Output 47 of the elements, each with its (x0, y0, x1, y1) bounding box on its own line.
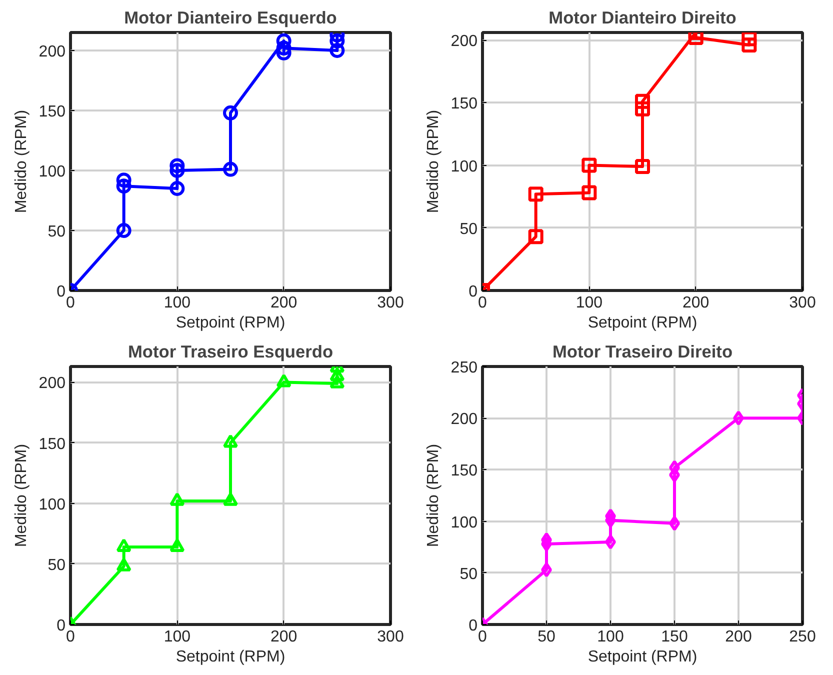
x-axis-title: Setpoint (RPM) (176, 648, 286, 666)
y-tick-label: 150 (450, 96, 478, 113)
y-tick-label: 0 (56, 618, 66, 634)
y-axis-title: Medido (RPM) (424, 444, 442, 548)
y-tick-label: 250 (450, 360, 478, 376)
x-tick-label: 300 (377, 628, 404, 646)
x-axis-title: Setpoint (RPM) (588, 648, 698, 666)
x-tick-label: 200 (270, 628, 298, 646)
y-axis-title: Medido (RPM) (12, 110, 30, 214)
y-tick-label: 0 (468, 618, 478, 634)
x-axis-title: Setpoint (RPM) (176, 314, 286, 332)
x-tick-label: 200 (682, 294, 710, 312)
y-tick-label: 50 (48, 224, 66, 240)
x-tick-label: 50 (538, 628, 556, 646)
chart-title: Motor Traseiro Direito (552, 342, 733, 362)
y-tick-label: 200 (450, 33, 478, 50)
x-tick-label: 100 (164, 628, 191, 646)
y-tick-label: 150 (38, 436, 66, 453)
y-tick-label: 100 (450, 514, 478, 532)
y-tick-label: 50 (460, 566, 478, 583)
x-tick-label: 300 (377, 294, 404, 312)
x-tick-label: 100 (164, 294, 191, 312)
y-tick-label: 200 (38, 44, 66, 60)
chart-title: Motor Dianteiro Esquerdo (124, 8, 337, 28)
y-tick-label: 0 (56, 284, 66, 300)
y-axis-title: Medido (RPM) (12, 444, 30, 548)
y-tick-label: 50 (48, 556, 66, 574)
y-tick-label: 50 (460, 220, 478, 238)
y-tick-label: 150 (38, 104, 66, 120)
y-tick-label: 100 (38, 164, 66, 180)
y-tick-label: 150 (450, 462, 478, 480)
y-tick-label: 100 (38, 496, 66, 514)
y-axis-title: Medido (RPM) (424, 110, 442, 214)
x-tick-label: 300 (789, 294, 816, 312)
chart-title: Motor Dianteiro Direito (548, 8, 736, 28)
y-tick-label: 200 (38, 375, 66, 392)
x-axis-title: Setpoint (RPM) (588, 314, 698, 332)
y-tick-label: 100 (450, 158, 478, 176)
x-tick-label: 200 (270, 294, 298, 312)
x-tick-label: 100 (597, 628, 624, 646)
chart-title: Motor Traseiro Esquerdo (128, 342, 334, 362)
y-tick-label: 0 (468, 284, 478, 300)
y-tick-label: 200 (450, 411, 478, 428)
x-tick-label: 100 (576, 294, 603, 312)
x-tick-label: 150 (661, 628, 688, 646)
x-tick-label: 250 (789, 628, 816, 646)
x-tick-label: 200 (725, 628, 752, 646)
